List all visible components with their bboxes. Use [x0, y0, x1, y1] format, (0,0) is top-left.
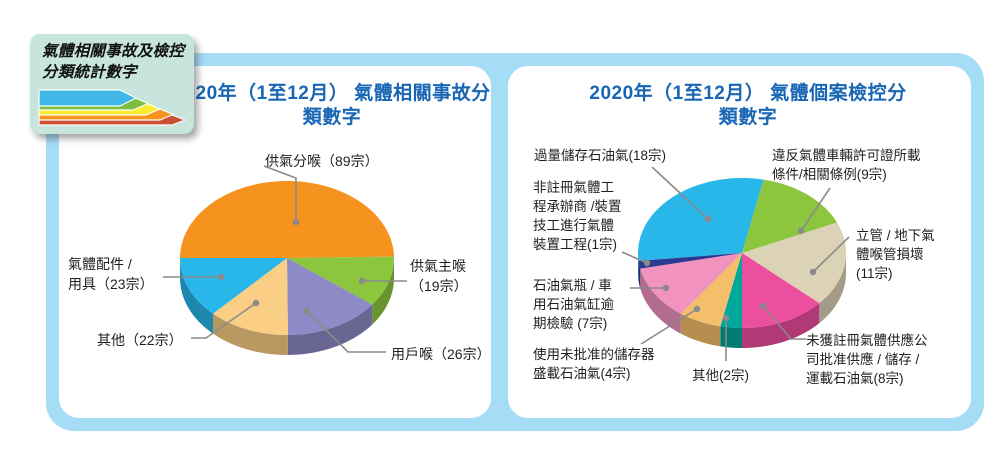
badge-title: 氣體相關事故及檢控 分類統計數字: [42, 43, 185, 81]
chart-title-prosecutions: 2020年（1至12月） 氣體個案檢控分類數字: [589, 83, 907, 128]
layered-arrows-icon: [38, 89, 186, 126]
pie-label-supply-main-pipe: 供氣主喉 （19宗）: [410, 258, 468, 294]
pie-label-vehicle-licence: 違反氣體車輛許可證所載 條件/相關條例(9宗): [772, 148, 921, 182]
pie-label-unregistered-supplier: 未獲註冊氣體供應公 司批准供應 / 儲存 / 運載石油氣(8宗): [806, 333, 928, 386]
pie-label-unapproved-container: 使用未批准的儲存器 盛載石油氣(4宗): [533, 347, 655, 381]
pie-label-overdue-cylinder: 石油氣瓶 / 車 用石油氣缸逾 期檢驗 (7宗): [533, 278, 614, 331]
pie-label-supply-branch-pipe: 供氣分喉（89宗）: [265, 153, 379, 169]
pie-label-others-prosecutions: 其他(2宗): [692, 368, 749, 383]
pie-label-others-incidents: 其他（22宗）: [97, 332, 183, 348]
pie-label-gas-fittings: 氣體配件 / 用具（23宗）: [68, 256, 154, 292]
pie-label-customer-pipe: 用戶喉（26宗）: [391, 346, 491, 362]
corner-badge: 氣體相關事故及檢控 分類統計數字: [30, 34, 194, 134]
pie-label-lpg-overstorage: 過量儲存石油氣(18宗): [534, 148, 667, 163]
pie-label-unregistered-contractor: 非註冊氣體工 程承辦商 /裝置 技工進行氣體 裝置工程(1宗): [533, 180, 622, 252]
pie-label-riser-damage: 立管 / 地下氣 體喉管損壞 (11宗): [856, 228, 935, 281]
chart-title-incidents: 2020年（1至12月） 氣體相關事故分類數字: [173, 83, 491, 128]
